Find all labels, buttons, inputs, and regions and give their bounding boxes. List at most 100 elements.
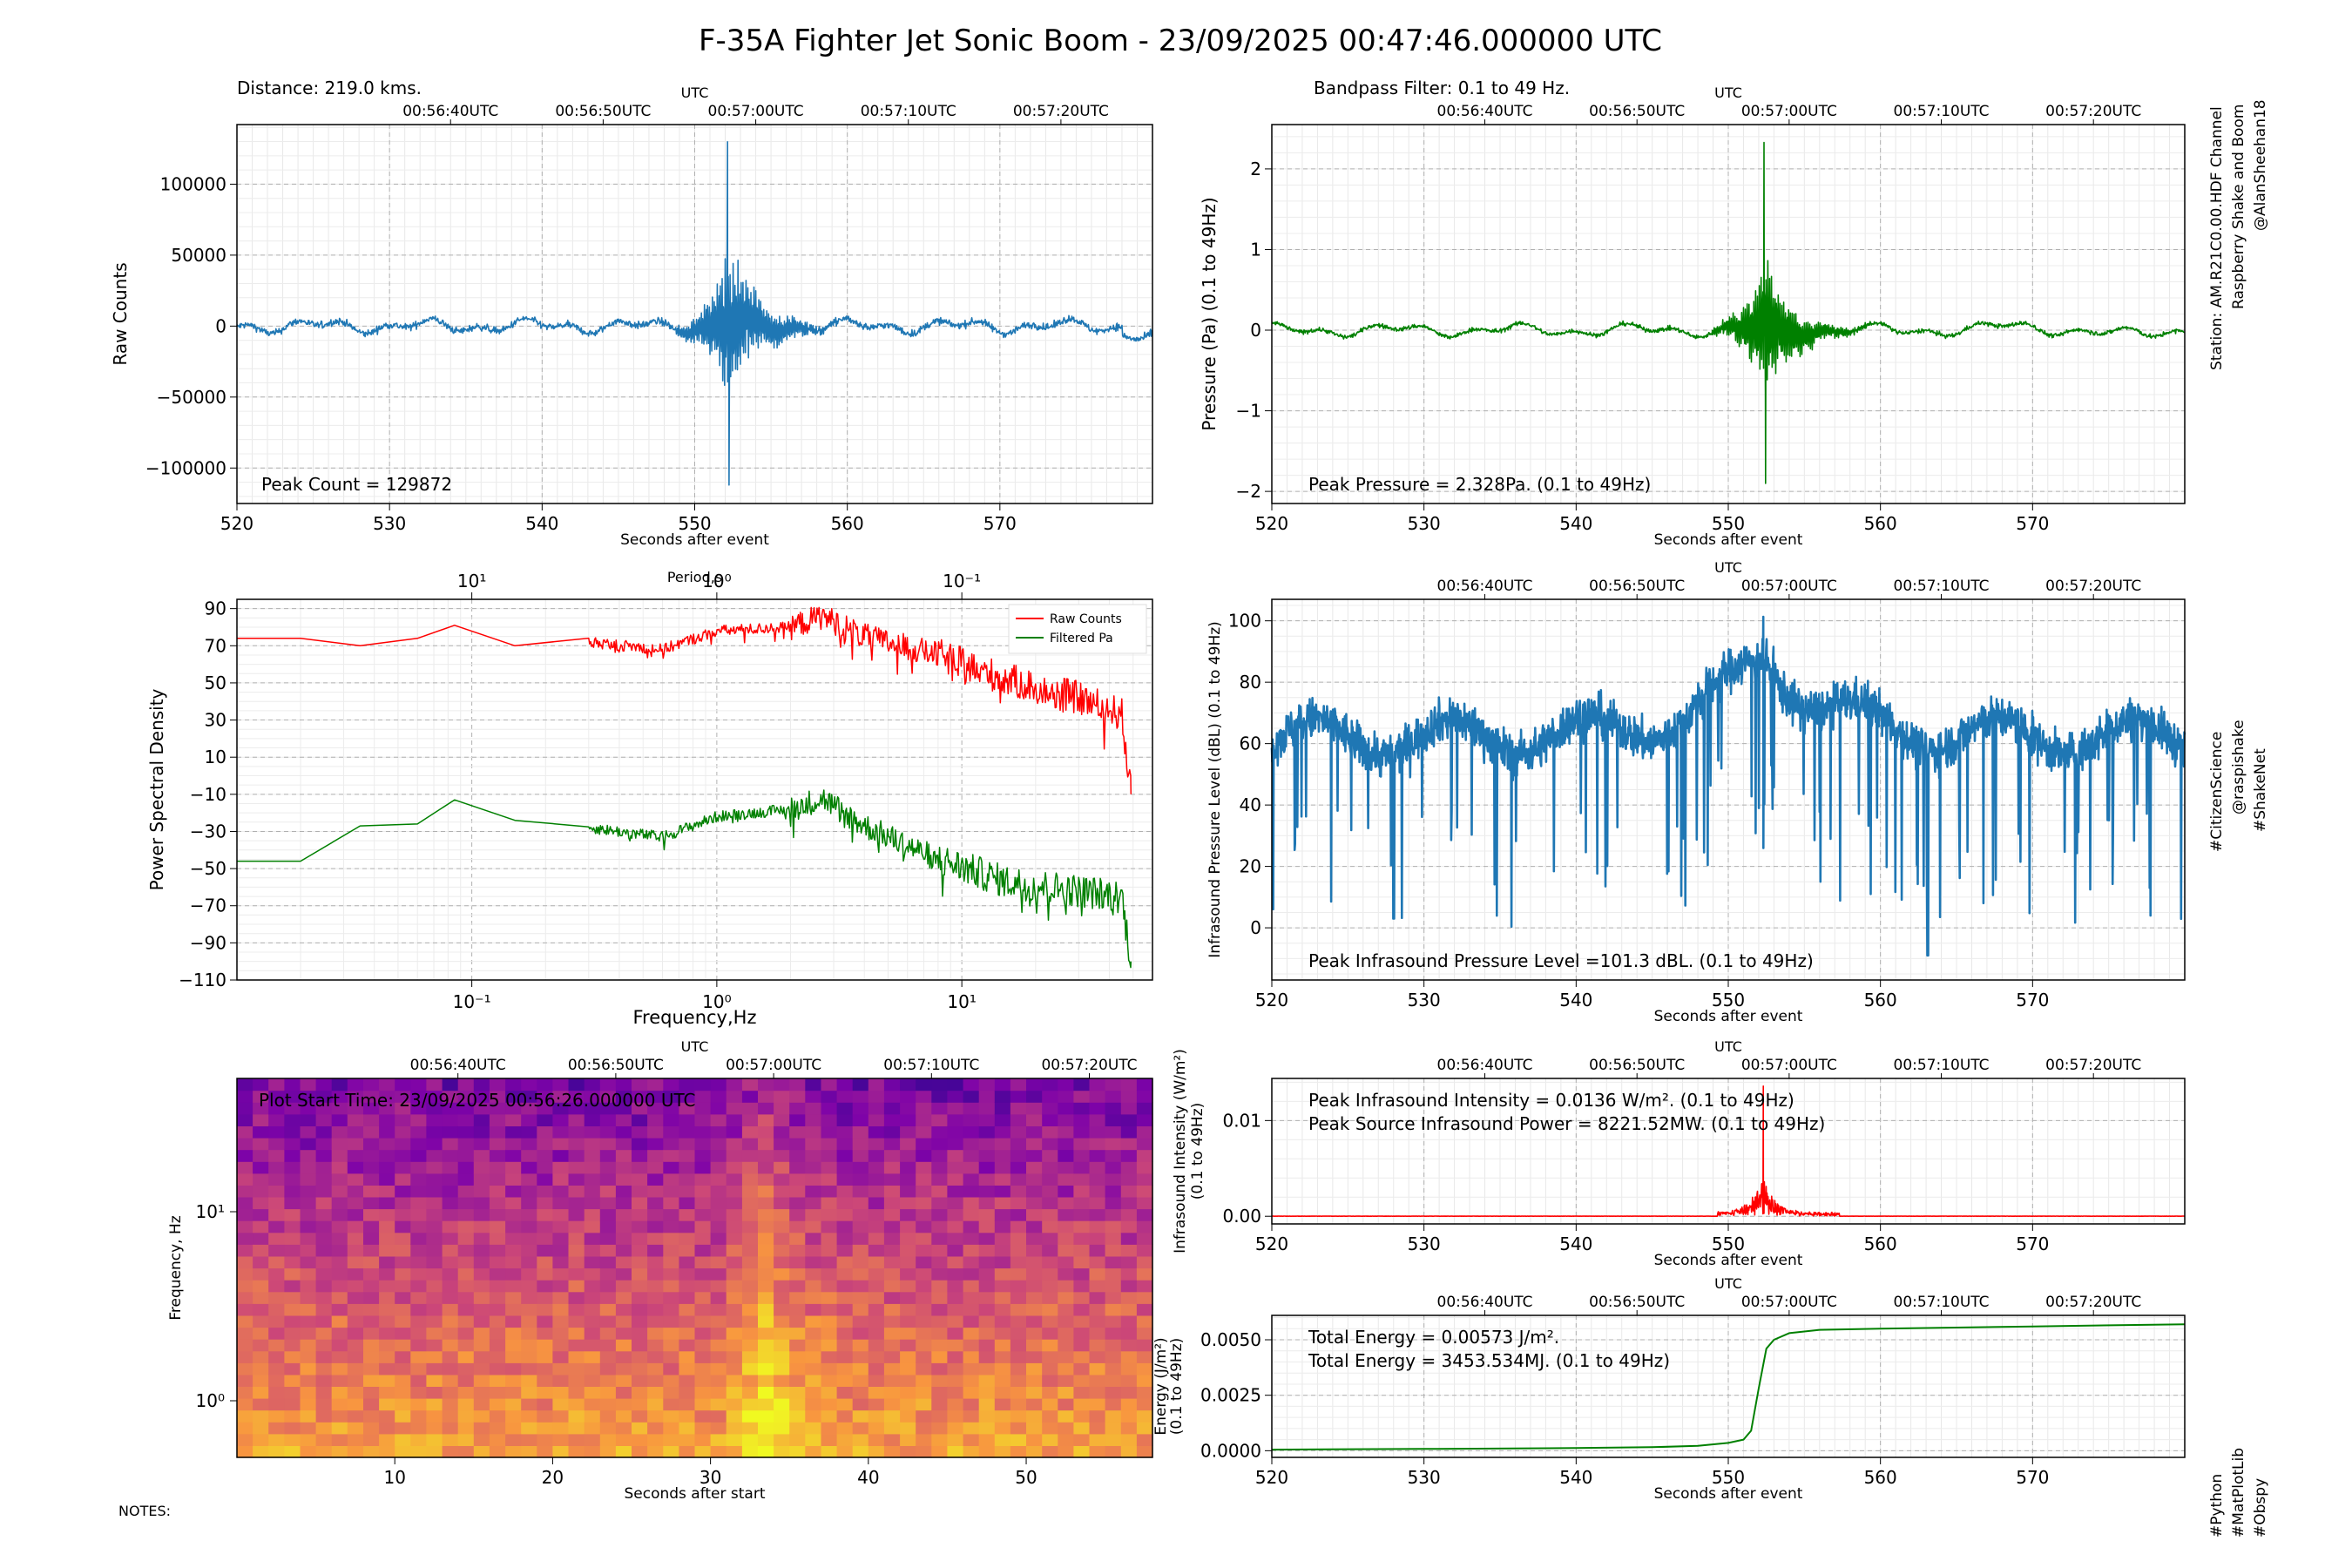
spectrogram-cell (315, 1173, 333, 1186)
psd-ytick-label: −50 (190, 858, 226, 879)
spectrogram-ytick-label: 10⁰ (196, 1390, 225, 1411)
spectrogram-cell (1042, 1303, 1058, 1316)
spectrogram-cell (473, 1291, 490, 1304)
spectrogram-cell (395, 1078, 411, 1092)
spectrogram-cell (253, 1374, 269, 1387)
spectrogram-cell (1136, 1138, 1153, 1151)
spectrogram-cell (963, 1339, 980, 1352)
spectrogram-cell (268, 1196, 285, 1210)
spectrogram-cell (1089, 1090, 1106, 1103)
spectrogram-cell (883, 1422, 901, 1435)
spectrogram-cell (916, 1220, 932, 1233)
filtered-xtick-label: 550 (1712, 513, 1745, 534)
spectrogram-cell (505, 1173, 522, 1186)
spectrogram-cell (599, 1267, 617, 1281)
filtered-ytick-label: −2 (1236, 481, 1261, 502)
spectrogram-cell (679, 1303, 696, 1316)
spectrogram-cell (900, 1409, 916, 1423)
spectrogram-cell (883, 1280, 901, 1293)
spectrogram-cell (774, 1445, 790, 1458)
side-station: Station: AM.R21C0.00.HDF Channel (2208, 106, 2226, 370)
spectrogram-cell (710, 1232, 727, 1245)
spectrogram-cell (868, 1138, 885, 1151)
spectrogram-cell (694, 1102, 712, 1115)
spectrogram-cell (237, 1138, 253, 1151)
spectrogram-cell (663, 1291, 679, 1304)
spectrogram-cell (426, 1161, 443, 1174)
spectrogram-cell (237, 1291, 253, 1304)
spectrogram-cell (1105, 1409, 1122, 1423)
spectrogram-cell (632, 1232, 648, 1245)
spectrogram-cell (410, 1125, 427, 1139)
spectrogram-cell (410, 1374, 427, 1387)
spectrogram-cell (473, 1208, 490, 1221)
spectrogram-cell (994, 1398, 1011, 1411)
infrasound-xlabel: Seconds after event (1654, 1008, 1803, 1025)
spectrogram-cell (457, 1280, 475, 1293)
spectrogram-cell (253, 1327, 269, 1340)
spectrogram-cell (300, 1409, 317, 1423)
spectrogram-cell (395, 1149, 411, 1162)
spectrogram-cell (253, 1255, 269, 1269)
spectrogram-cell (521, 1220, 537, 1233)
spectrogram-cell (505, 1196, 522, 1210)
spectrogram-cell (505, 1315, 522, 1328)
spectrogram-cell (1042, 1090, 1058, 1103)
spectrogram-cell (726, 1078, 743, 1092)
spectrogram-cell (1105, 1196, 1122, 1210)
spectrogram-cell (347, 1350, 364, 1363)
spectrogram-cell (537, 1303, 553, 1316)
filtered-utc-label: UTC (1714, 84, 1742, 101)
spectrogram-cell (363, 1315, 380, 1328)
spectrogram-cell (852, 1362, 869, 1375)
spectrogram-cell (363, 1433, 380, 1446)
psd-ytick-label: −10 (190, 784, 226, 805)
filtered-series-line (1271, 141, 2186, 484)
spectrogram-cell (426, 1232, 443, 1245)
spectrogram-cell (1120, 1409, 1138, 1423)
spectrogram-cell (457, 1362, 475, 1375)
spectrogram-cell (900, 1255, 916, 1269)
spectrogram-cell (694, 1386, 712, 1399)
spectrogram-cell (1042, 1196, 1058, 1210)
spectrogram-cell (789, 1303, 806, 1316)
spectrogram-cell (584, 1267, 601, 1281)
spectrogram-cell (836, 1173, 854, 1186)
spectrogram-cell (632, 1220, 648, 1233)
spectrogram-cell (300, 1232, 317, 1245)
spectrogram-cell (537, 1291, 553, 1304)
spectrogram-cell (268, 1445, 285, 1458)
spectrogram-cell (916, 1350, 932, 1363)
spectrogram-cell (726, 1386, 743, 1399)
infrasound-grid (1271, 599, 2185, 980)
spectrogram-cell (410, 1185, 427, 1198)
spectrogram-cell (805, 1255, 821, 1269)
spectrogram-cell (789, 1090, 806, 1103)
spectrogram-cell (868, 1303, 885, 1316)
spectrogram-cell (268, 1125, 285, 1139)
spectrogram-cell (868, 1362, 885, 1375)
intensity-utc-tick-label: 00:56:40UTC (1437, 1057, 1533, 1074)
spectrogram-cell (331, 1232, 348, 1245)
spectrogram-cell (1136, 1125, 1153, 1139)
spectrogram-cell (774, 1232, 790, 1245)
spectrogram-cell (363, 1291, 380, 1304)
spectrogram-cell (883, 1315, 901, 1328)
spectrogram-cell (331, 1113, 348, 1126)
spectrogram-cell (789, 1185, 806, 1198)
spectrogram-cell (347, 1374, 364, 1387)
spectrogram-cell (268, 1208, 285, 1221)
spectrogram-cell (647, 1138, 664, 1151)
spectrogram-cell (237, 1398, 253, 1411)
spectrogram-cell (710, 1315, 727, 1328)
spectrogram-cell (679, 1362, 696, 1375)
raw-ylabel: Raw Counts (110, 262, 131, 365)
spectrogram-cell (568, 1339, 585, 1352)
spectrogram-cell (442, 1232, 459, 1245)
spectrogram-cell (331, 1445, 348, 1458)
spectrogram-cell (1042, 1327, 1058, 1340)
spectrogram-cell (821, 1267, 838, 1281)
spectrogram-cell (426, 1327, 443, 1340)
filtered-annotation: Peak Pressure = 2.328Pa. (0.1 to 49Hz) (1308, 474, 1651, 495)
spectrogram-cell (694, 1350, 712, 1363)
